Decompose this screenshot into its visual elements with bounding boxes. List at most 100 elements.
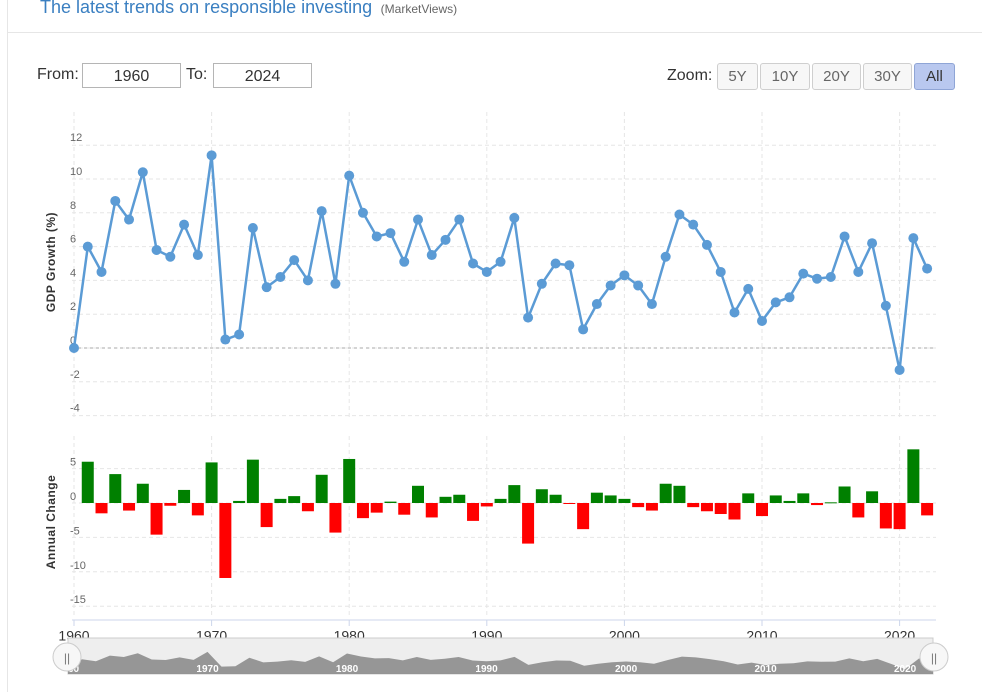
gdp-data-point[interactable] (536, 278, 547, 289)
gdp-data-point[interactable] (69, 343, 79, 353)
zoom-20y-button[interactable]: 20Y (812, 63, 861, 90)
annual-change-bar[interactable] (783, 500, 796, 503)
annual-change-bar[interactable] (123, 503, 136, 511)
gdp-data-point[interactable] (275, 272, 286, 283)
gdp-data-point[interactable] (757, 315, 767, 326)
annual-change-bar[interactable] (453, 494, 466, 503)
annual-change-bar[interactable] (879, 503, 892, 529)
annual-change-bar[interactable] (700, 503, 713, 512)
gdp-data-point[interactable] (784, 292, 795, 303)
annual-change-bar[interactable] (838, 486, 851, 503)
gdp-data-point[interactable] (729, 307, 740, 318)
annual-change-bar[interactable] (769, 495, 782, 503)
gdp-data-point[interactable] (454, 214, 465, 225)
gdp-data-point[interactable] (564, 260, 575, 271)
annual-change-bar[interactable] (811, 503, 824, 506)
gdp-data-point[interactable] (302, 275, 313, 286)
annual-change-bar[interactable] (494, 498, 507, 503)
zoom-10y-button[interactable]: 10Y (760, 63, 810, 90)
annual-change-bar[interactable] (178, 489, 191, 503)
gdp-data-point[interactable] (371, 231, 382, 242)
gdp-data-point[interactable] (688, 219, 699, 230)
gdp-data-point[interactable] (495, 256, 506, 267)
annual-change-bar[interactable] (797, 493, 810, 503)
gdp-data-point[interactable] (701, 239, 712, 250)
gdp-data-point[interactable] (330, 278, 341, 289)
annual-change-bar[interactable] (136, 483, 149, 503)
gdp-data-point[interactable] (481, 266, 492, 277)
annual-change-bar[interactable] (563, 503, 576, 504)
annual-change-bar[interactable] (728, 503, 741, 520)
gdp-data-point[interactable] (715, 266, 726, 277)
gdp-data-point[interactable] (110, 195, 121, 206)
annual-change-bar[interactable] (480, 503, 493, 507)
annual-change-bar[interactable] (756, 503, 768, 517)
annual-change-bar[interactable] (274, 498, 287, 503)
annual-change-bar[interactable] (632, 503, 645, 508)
gdp-data-point[interactable] (399, 256, 410, 267)
gdp-data-point[interactable] (646, 299, 657, 310)
gdp-data-point[interactable] (385, 228, 396, 239)
annual-change-bar[interactable] (742, 493, 755, 503)
annual-change-bar[interactable] (439, 496, 452, 503)
gdp-data-point[interactable] (137, 167, 148, 178)
gdp-data-point[interactable] (96, 266, 107, 277)
annual-change-bar[interactable] (150, 503, 163, 535)
gdp-data-point[interactable] (605, 280, 616, 291)
annual-change-bar[interactable] (398, 503, 411, 515)
annual-change-bar[interactable] (329, 503, 342, 533)
annual-change-bar[interactable] (907, 449, 920, 503)
annual-change-bar[interactable] (205, 462, 218, 503)
gdp-data-point[interactable] (853, 266, 864, 277)
navigator-right-handle[interactable]: || (919, 642, 949, 672)
annual-change-bar[interactable] (356, 503, 369, 519)
gdp-data-point[interactable] (812, 273, 823, 284)
to-date-input[interactable]: 2024 (213, 63, 312, 88)
annual-change-bar[interactable] (659, 483, 672, 503)
gdp-data-point[interactable] (591, 299, 602, 310)
gdp-data-point[interactable] (674, 209, 685, 220)
annual-change-bar[interactable] (687, 503, 700, 508)
annual-change-bar[interactable] (549, 494, 562, 503)
annual-change-bar[interactable] (164, 503, 177, 506)
annual-change-bar[interactable] (467, 503, 480, 521)
gdp-data-point[interactable] (247, 223, 258, 234)
annual-change-bar[interactable] (535, 489, 548, 503)
annual-change-bar[interactable] (301, 503, 314, 512)
navigator-left-handle[interactable]: || (52, 642, 82, 672)
gdp-data-point[interactable] (894, 364, 905, 375)
gdp-data-point[interactable] (867, 238, 878, 249)
gdp-data-point[interactable] (509, 212, 520, 223)
gdp-data-point[interactable] (633, 280, 644, 291)
annual-change-bar[interactable] (590, 492, 603, 503)
gdp-data-point[interactable] (440, 234, 451, 245)
gdp-data-point[interactable] (289, 255, 300, 266)
annual-change-bar[interactable] (921, 503, 934, 516)
gdp-data-point[interactable] (770, 297, 781, 308)
gdp-data-point[interactable] (426, 250, 437, 261)
annual-change-bar[interactable] (425, 503, 438, 518)
gdp-data-point[interactable] (468, 258, 479, 269)
gdp-data-point[interactable] (550, 258, 561, 269)
annual-change-bar[interactable] (824, 502, 837, 504)
gdp-data-point[interactable] (206, 150, 217, 161)
gdp-data-point[interactable] (261, 282, 272, 293)
annual-change-bar[interactable] (219, 503, 232, 578)
annual-change-bar[interactable] (288, 496, 301, 503)
gdp-data-point[interactable] (839, 231, 850, 242)
zoom-30y-button[interactable]: 30Y (863, 63, 912, 90)
annual-change-bar[interactable] (893, 503, 906, 530)
gdp-data-point[interactable] (124, 214, 135, 225)
annual-change-bar[interactable] (412, 485, 424, 503)
annual-change-bar[interactable] (852, 503, 865, 518)
gdp-data-point[interactable] (578, 324, 589, 335)
gdp-data-point[interactable] (220, 334, 231, 345)
gdp-data-point[interactable] (825, 272, 836, 283)
gdp-data-point[interactable] (151, 244, 162, 255)
annual-change-bar[interactable] (315, 474, 328, 503)
gdp-data-point[interactable] (192, 250, 203, 261)
annual-change-bar[interactable] (508, 485, 521, 503)
gdp-data-point[interactable] (82, 241, 93, 252)
gdp-data-point[interactable] (357, 207, 368, 218)
